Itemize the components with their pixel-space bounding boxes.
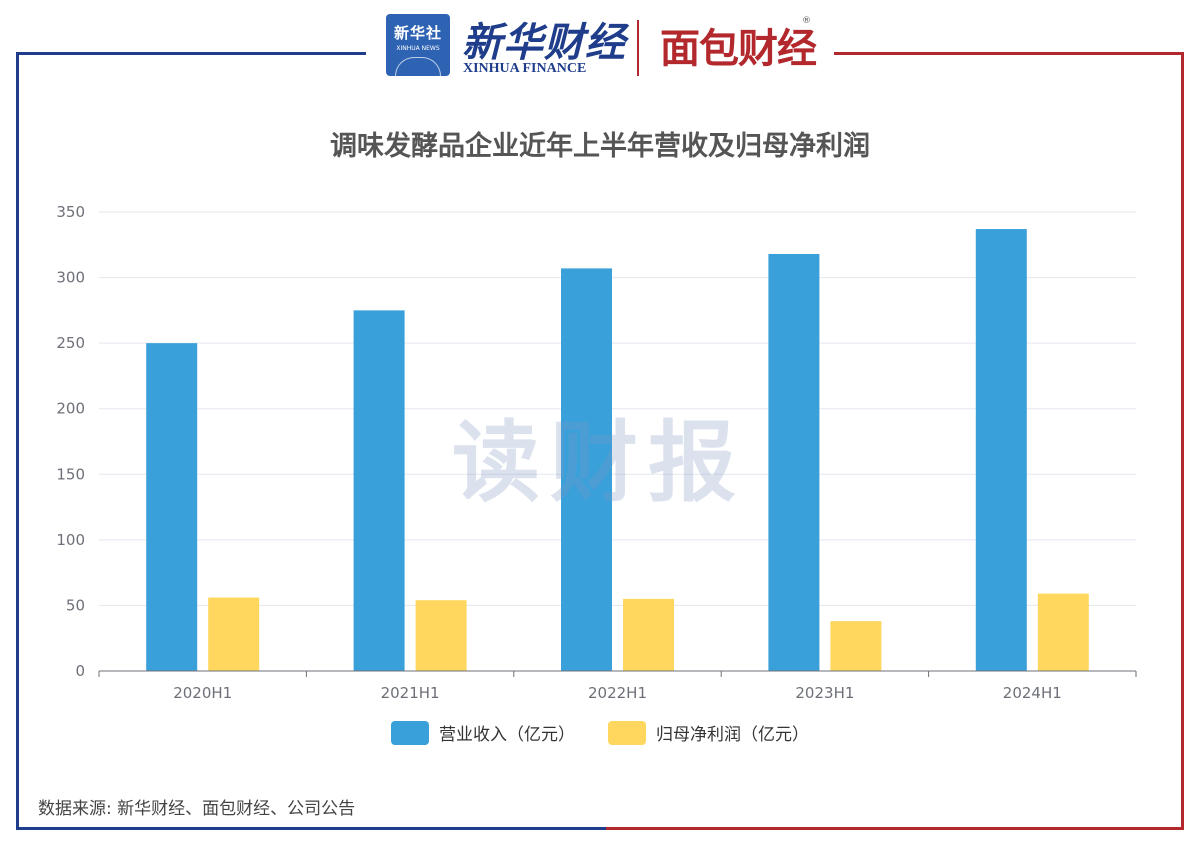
frame-top-right-line (834, 52, 1184, 55)
xinhua-finance-logo-cn: 新华财经 (462, 19, 626, 66)
frame-bottom-right-line (606, 827, 1184, 830)
legend-item-revenue[interactable]: 营业收入（亿元） (390, 720, 575, 745)
y-tick-label: 50 (66, 596, 85, 614)
y-tick-label: 0 (75, 662, 85, 680)
bar-revenue-2021H1 (353, 310, 405, 671)
x-tick-label: 2021H1 (381, 684, 440, 702)
watermark: 读财报 (452, 411, 747, 514)
xinhua-finance-logo-en: XINHUA FINANCE (463, 61, 587, 76)
frame-top-left-line (16, 52, 366, 55)
y-tick-label: 150 (56, 465, 85, 483)
bar-revenue-2024H1 (975, 229, 1027, 671)
xinhua-news-logo-cn: 新华社 (393, 24, 442, 42)
grid-layer (99, 211, 1136, 606)
legend-label-revenue: 营业收入（亿元） (438, 725, 575, 745)
chart-title: 调味发酵品企业近年上半年营收及归母净利润 (330, 131, 870, 162)
bar-net-profit-2022H1 (623, 598, 674, 671)
x-tick-label: 2022H1 (588, 684, 647, 702)
y-tick-label: 250 (56, 334, 85, 352)
data-source-note: 数据来源: 新华财经、面包财经、公司公告 (38, 799, 356, 819)
xinhua-news-logo: 新华社 XINHUA NEWS (386, 14, 450, 76)
logo-separator (637, 20, 639, 76)
y-tick-label: 200 (56, 400, 85, 418)
frame-left-line (16, 52, 19, 830)
registered-mark: ® (802, 16, 811, 26)
bar-net-profit-2021H1 (415, 600, 467, 671)
axis-layer: 0 50 100 150 200 250 300 350 2020H1 2021H1 2022H1 2… (56, 203, 1137, 702)
y-tick-label: 300 (56, 269, 85, 287)
legend-swatch-revenue (390, 720, 429, 745)
chart-legend: 营业收入（亿元） 归母净利润（亿元） (0, 720, 1200, 749)
mianbao-finance-logo: 面包财经 (660, 26, 817, 72)
bar-revenue-2020H1 (146, 343, 198, 671)
bar-revenue-2022H1 (561, 268, 612, 671)
bar-layer (146, 229, 1089, 672)
x-tick-label: 2024H1 (1003, 684, 1062, 702)
frame-right-line (1181, 52, 1184, 830)
legend-item-net-profit[interactable]: 归母净利润（亿元） (608, 720, 809, 745)
x-tick-label: 2023H1 (795, 684, 854, 702)
bar-revenue-2023H1 (768, 253, 820, 672)
y-tick-label: 100 (56, 531, 85, 549)
xinhua-news-logo-en: XINHUA NEWS (396, 45, 440, 52)
legend-label-net-profit: 归母净利润（亿元） (656, 725, 810, 745)
bar-net-profit-2020H1 (208, 597, 260, 671)
bar-net-profit-2024H1 (1037, 593, 1089, 671)
bar-net-profit-2023H1 (830, 621, 882, 671)
x-tick-label: 2020H1 (173, 684, 232, 702)
frame-bottom-left-line (16, 827, 606, 830)
y-tick-label: 350 (56, 203, 85, 221)
legend-swatch-net-profit (608, 720, 647, 745)
